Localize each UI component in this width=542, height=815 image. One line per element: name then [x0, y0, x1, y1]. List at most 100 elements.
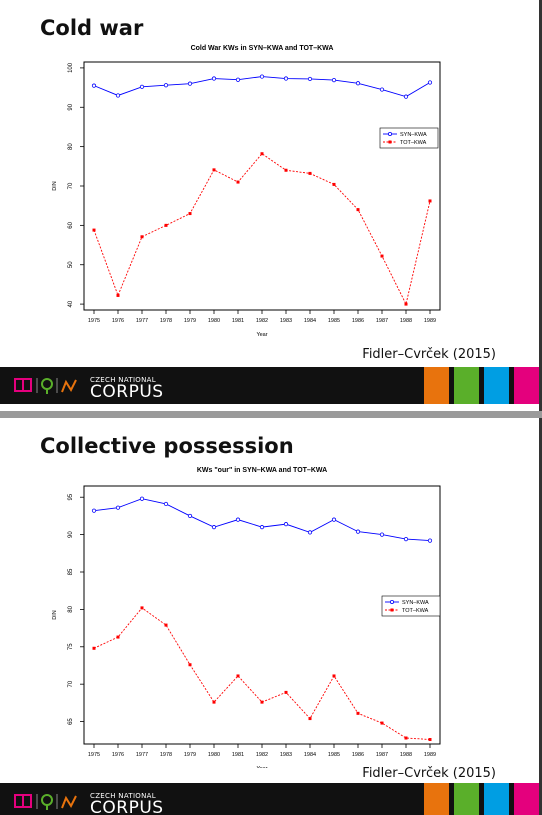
x-axis-label: Year — [256, 766, 267, 768]
series-line — [93, 607, 431, 740]
chart-collective-possession: KWs "our" in SYN–KWA and TOT–KWA 65 70 75 80… — [52, 467, 441, 768]
x-tick-label: 1986 — [352, 318, 364, 324]
logo-icon-group — [14, 378, 77, 394]
credit: Fidler–Cvrček (2015) — [362, 766, 496, 781]
slide-edge — [539, 0, 542, 411]
data-point — [379, 87, 385, 92]
data-point — [284, 690, 288, 694]
series-line — [93, 498, 431, 542]
legend-label: TOT–KWA — [400, 140, 427, 146]
data-point — [356, 208, 360, 212]
logo-small-text: CZECH NATIONAL — [90, 792, 156, 800]
x-tick-label: 1982 — [256, 752, 268, 758]
data-point — [91, 508, 97, 513]
data-point — [332, 182, 336, 186]
slide-cold-war: Cold war Cold War KWs in SYN–KWA and TOT… — [0, 0, 542, 411]
data-point — [236, 180, 240, 184]
data-point — [331, 78, 337, 83]
y-tick-label: 95 — [68, 493, 74, 500]
block-pink — [514, 783, 539, 815]
data-point — [332, 674, 336, 678]
data-point — [404, 736, 408, 740]
data-point — [427, 80, 433, 85]
book-icon — [14, 794, 32, 808]
y-tick-label: 100 — [68, 62, 74, 73]
x-tick-label: 1980 — [208, 752, 220, 758]
y-tick-label: 70 — [68, 680, 74, 687]
x-tick-label: 1979 — [184, 318, 196, 324]
data-point — [188, 663, 192, 667]
x-tick-label: 1987 — [376, 318, 388, 324]
y-tick-label: 70 — [68, 182, 74, 189]
block-green — [454, 367, 479, 404]
x-tick-label: 1977 — [136, 752, 148, 758]
data-point — [308, 717, 312, 721]
data-point — [163, 83, 169, 88]
data-point — [115, 93, 121, 98]
x-tick-label: 1989 — [424, 318, 436, 324]
block-orange — [424, 367, 449, 404]
data-point — [260, 700, 264, 704]
data-point — [115, 505, 121, 510]
data-point — [139, 496, 145, 501]
data-point — [380, 721, 384, 725]
data-point — [355, 529, 361, 534]
logo-small-text: CZECH NATIONAL — [90, 376, 156, 384]
x-tick-label: 1982 — [256, 318, 268, 324]
legend-marker — [388, 140, 392, 144]
data-point — [283, 76, 289, 81]
data-point — [140, 235, 144, 239]
credit: Fidler–Cvrček (2015) — [362, 347, 496, 362]
data-point — [284, 168, 288, 172]
x-tick-label: 1981 — [232, 752, 244, 758]
x-axis-label: Year — [256, 332, 267, 338]
data-point — [427, 538, 433, 543]
y-tick-label: 65 — [68, 718, 74, 725]
x-tick-label: 1985 — [328, 752, 340, 758]
x-tick-label: 1978 — [160, 752, 172, 758]
data-point — [379, 532, 385, 537]
series-line — [93, 153, 431, 306]
data-point — [355, 81, 361, 86]
data-point — [403, 94, 409, 99]
slide-title: Collective possession — [40, 434, 294, 458]
data-point — [236, 674, 240, 678]
data-point — [116, 635, 120, 639]
data-point — [331, 517, 337, 522]
data-point — [428, 738, 432, 742]
data-point — [211, 76, 217, 81]
y-tick-label: 80 — [68, 605, 74, 612]
x-tick-label: 1984 — [304, 318, 316, 324]
data-point — [163, 501, 169, 507]
y-tick-label: 75 — [68, 643, 74, 650]
legend-box — [379, 127, 439, 149]
block-orange — [424, 783, 449, 815]
x-tick-label: 1979 — [184, 752, 196, 758]
data-point — [91, 83, 97, 88]
data-point — [212, 700, 216, 704]
footer-bar: CZECH NATIONAL CORPUS — [0, 367, 542, 404]
y-tick-label: 60 — [68, 221, 74, 228]
y-tick-label: 80 — [68, 143, 74, 150]
y-tick-label: 50 — [68, 261, 74, 268]
footer-bar: CZECH NATIONAL CORPUS — [0, 783, 542, 815]
chart-title: KWs "our" in SYN–KWA and TOT–KWA — [197, 467, 327, 474]
data-point — [140, 606, 144, 610]
data-point — [307, 530, 313, 535]
data-point — [259, 525, 265, 530]
y-axis-label: DIN — [52, 610, 58, 620]
data-point — [404, 302, 408, 306]
data-point — [212, 168, 216, 172]
y-axis-label: DIN — [52, 181, 58, 191]
data-point — [188, 212, 192, 216]
legend-marker — [390, 608, 394, 612]
x-tick-label: 1976 — [112, 752, 124, 758]
data-point — [139, 84, 145, 89]
data-point — [187, 81, 193, 86]
y-tick-label: 40 — [68, 300, 74, 307]
wave-icon — [61, 795, 77, 809]
y-tick-label: 90 — [68, 531, 74, 538]
legend-label: SYN–KWA — [402, 600, 429, 606]
x-tick-label: 1975 — [88, 318, 100, 324]
x-tick-label: 1981 — [232, 318, 244, 324]
